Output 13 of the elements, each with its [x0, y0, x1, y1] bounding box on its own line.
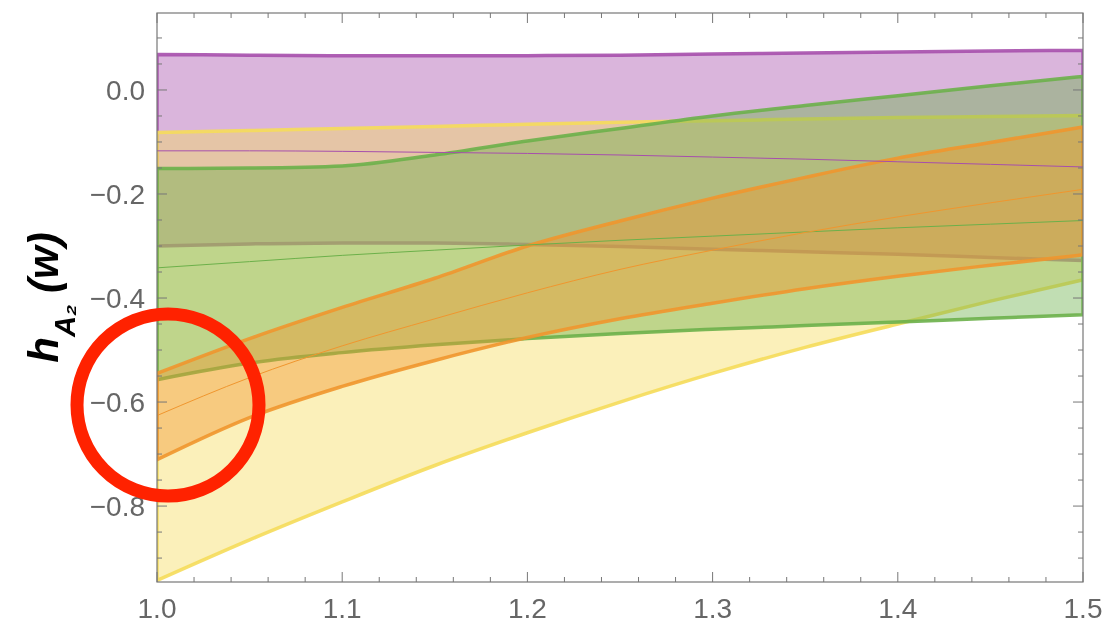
y-tick-label: 0.0 [106, 74, 145, 106]
line-series [157, 188, 1083, 417]
y-tick-label: −0.6 [89, 387, 145, 419]
y-tick-label: −0.2 [89, 179, 145, 210]
x-tick-label: 1.1 [322, 593, 362, 624]
x-tick-label: 1.3 [693, 593, 733, 624]
x-tick-label: 1.4 [878, 593, 918, 624]
x-tick-label: 1.5 [1063, 593, 1103, 624]
line-series [157, 150, 1083, 168]
y-tick-label: −0.4 [89, 283, 145, 315]
y-tick-label: −0.8 [89, 491, 145, 523]
x-tick-label: 1.0 [137, 593, 177, 624]
x-tick-label: 1.2 [507, 593, 547, 624]
